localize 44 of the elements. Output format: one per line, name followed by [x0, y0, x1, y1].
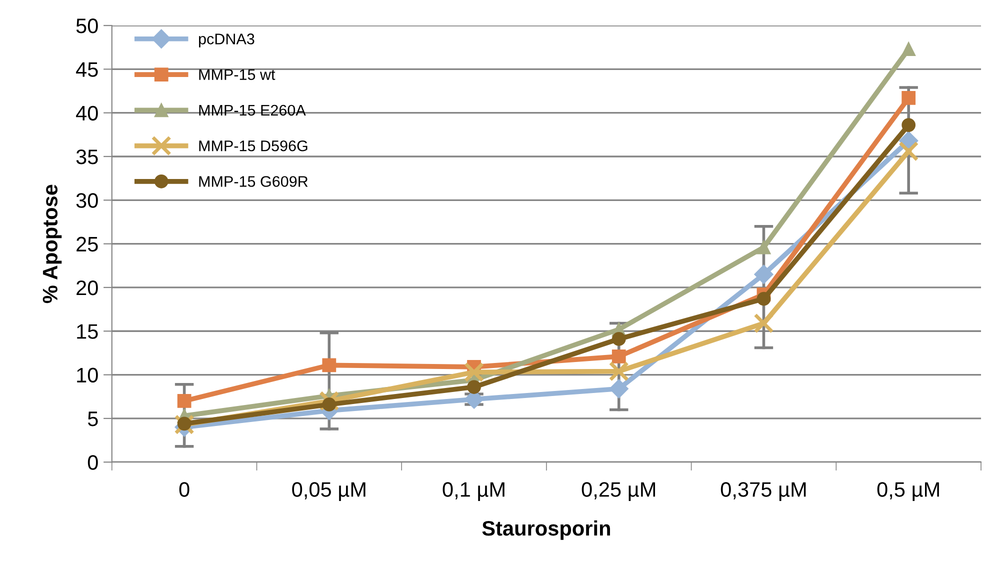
legend-label: MMP-15 D596G: [199, 140, 308, 152]
y-tick-label: 5: [88, 412, 98, 426]
y-tick-label: 45: [76, 62, 98, 77]
point: [608, 361, 629, 382]
legend-label: pcDNA3: [199, 34, 254, 48]
point: [902, 118, 916, 132]
point: [174, 414, 194, 435]
y-tick-label: 35: [76, 149, 98, 164]
x-tick-label: 0,1 µM: [442, 482, 504, 501]
point: [177, 416, 192, 431]
point: [756, 292, 771, 306]
y-axis-title: % Apoptose: [42, 184, 62, 304]
legend-label: MMP-15 E260A: [199, 104, 306, 116]
point: [177, 394, 192, 408]
point: [322, 398, 336, 412]
x-axis-title: Staurosporin: [482, 520, 610, 540]
legend-label: MMP-15 G609R: [199, 176, 308, 187]
x-tick-label: 0,375 µM: [720, 482, 806, 501]
legend-label: MMP-15 wt: [199, 69, 276, 80]
y-tick-label: 30: [76, 193, 98, 208]
y-tick-label: 15: [77, 324, 98, 339]
point: [898, 141, 919, 162]
point: [902, 42, 916, 56]
y-tick-label: 10: [77, 368, 98, 383]
point: [756, 240, 771, 254]
point: [754, 264, 774, 284]
x-tick-label: 0,05 µM: [292, 482, 366, 501]
point: [609, 379, 628, 398]
x-tick-label: 0: [179, 482, 190, 497]
point: [612, 350, 626, 364]
x-tick-label: 0,5 µM: [877, 482, 939, 501]
point: [322, 358, 336, 372]
point: [902, 91, 916, 105]
x-tick-label: 0,25 µM: [582, 482, 656, 501]
point: [612, 332, 626, 346]
point: [467, 380, 481, 394]
point: [754, 313, 774, 334]
y-tick-label: 50: [76, 18, 98, 34]
point: [319, 390, 340, 412]
y-tick-label: 20: [76, 280, 98, 296]
y-tick-label: 0: [88, 455, 98, 470]
y-tick-label: 25: [76, 236, 98, 252]
point: [464, 362, 484, 382]
y-tick-label: 40: [76, 106, 98, 121]
